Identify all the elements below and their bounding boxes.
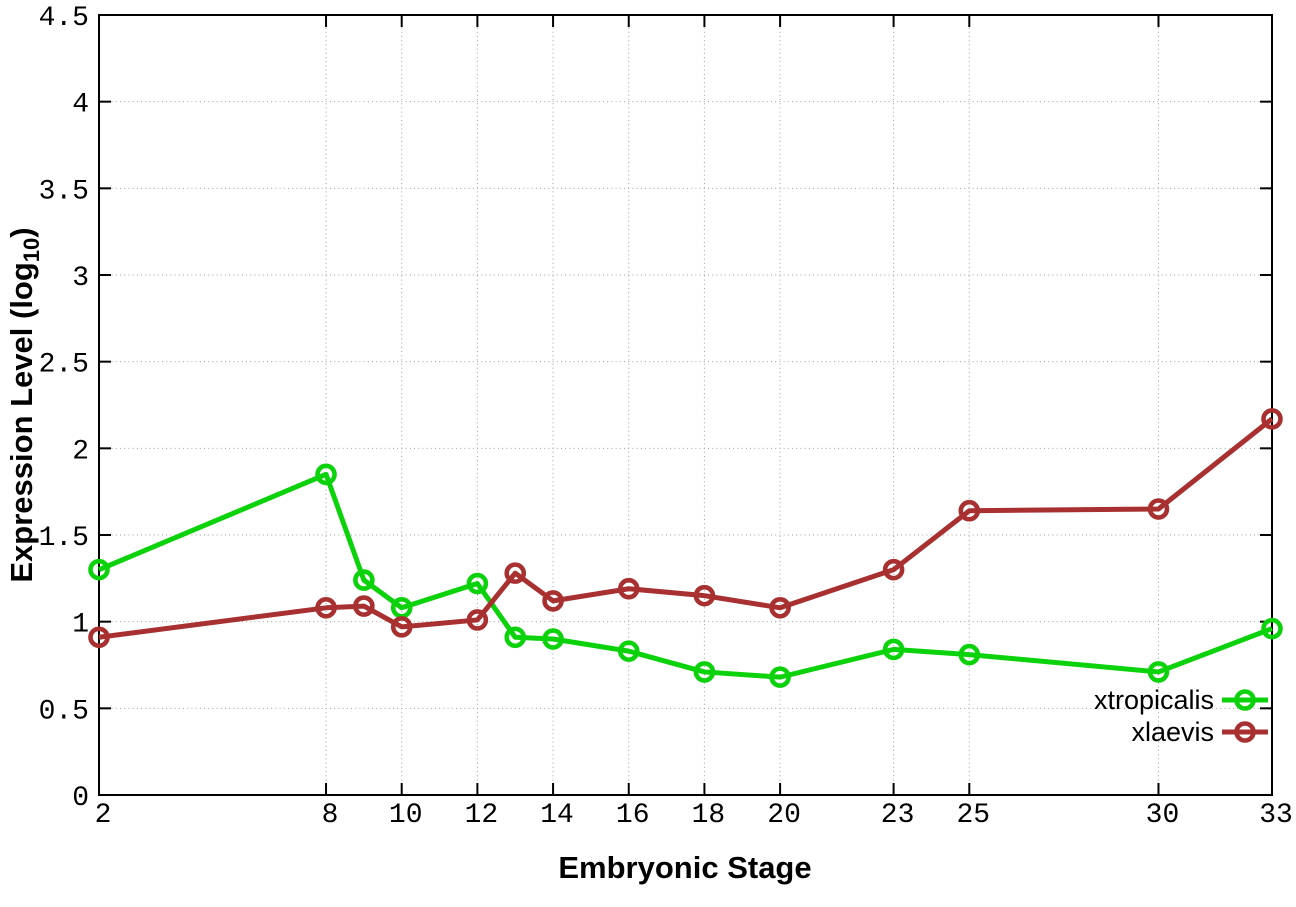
data-point-xlaevis-stage-30 bbox=[1147, 498, 1170, 520]
data-point-xtropicalis-stage-13 bbox=[504, 626, 527, 649]
x-tick-label: 18 bbox=[692, 800, 726, 831]
y-tick-label: 1.5 bbox=[39, 523, 89, 554]
data-point-xtropicalis-stage-25 bbox=[958, 643, 981, 666]
data-point-xlaevis-stage-10 bbox=[390, 616, 413, 638]
data-series bbox=[88, 408, 1283, 688]
y-tick-label: 3.5 bbox=[39, 176, 89, 207]
y-axis-title-base: Expression Level (log bbox=[4, 262, 39, 582]
y-axis-title-suffix: ) bbox=[4, 227, 39, 237]
data-point-xlaevis-stage-12 bbox=[466, 609, 489, 631]
data-point-xtropicalis-stage-14 bbox=[542, 628, 564, 650]
data-point-xlaevis-stage-25 bbox=[958, 499, 981, 522]
data-point-xlaevis-stage-23 bbox=[882, 558, 905, 581]
data-point-xtropicalis-stage-18 bbox=[693, 661, 716, 683]
x-tick-label: 20 bbox=[767, 800, 801, 831]
legend-entry-xlaevis: xlaevis bbox=[1131, 717, 1268, 747]
x-tick-label: 16 bbox=[616, 800, 650, 831]
y-tick-label: 4.5 bbox=[39, 3, 89, 34]
data-point-xlaevis-stage-2 bbox=[88, 626, 110, 649]
data-point-xtropicalis-stage-30 bbox=[1147, 661, 1170, 683]
legend-entry-xtropicalis: xtropicalis bbox=[1094, 685, 1268, 715]
plot-border bbox=[98, 14, 1273, 796]
series-line-xlaevis bbox=[98, 416, 1274, 640]
data-point-xtropicalis-stage-2 bbox=[88, 558, 110, 581]
data-point-xtropicalis-stage-20 bbox=[769, 666, 791, 688]
data-point-xtropicalis-stage-12 bbox=[466, 572, 489, 595]
data-point-xtropicalis-stage-33 bbox=[1261, 617, 1283, 640]
axis-tick-labels: 2 8 10 12 14 16 18 20 23 25 30 33 0 0.5 1 1.5 2 2.5 3 3.5 4 4… bbox=[39, 3, 1293, 831]
data-point-xlaevis-stage-8 bbox=[315, 596, 337, 619]
data-point-xlaevis-stage-20 bbox=[769, 596, 791, 619]
y-tick-label: 2 bbox=[72, 436, 89, 467]
series-xlaevis bbox=[88, 408, 1283, 649]
y-tick-label: 2.5 bbox=[39, 350, 89, 381]
data-point-xtropicalis-stage-8 bbox=[315, 463, 337, 486]
x-axis-title: Embryonic Stage bbox=[558, 850, 811, 885]
series-xtropicalis bbox=[88, 463, 1283, 688]
y-axis-title-subscript: 10 bbox=[19, 238, 44, 262]
data-point-xlaevis-stage-16 bbox=[617, 577, 640, 600]
data-point-xtropicalis-stage-23 bbox=[882, 638, 905, 661]
series-line-xtropicalis bbox=[98, 471, 1273, 680]
y-axis-title: Expression Level (log10) bbox=[4, 227, 44, 582]
data-point-xlaevis-stage-14 bbox=[542, 590, 564, 612]
x-tick-label: 23 bbox=[881, 800, 915, 831]
y-tick-label: 1 bbox=[72, 610, 89, 641]
axis-ticks bbox=[98, 14, 1273, 796]
x-tick-label: 33 bbox=[1259, 800, 1293, 831]
x-tick-label: 8 bbox=[322, 800, 339, 831]
y-tick-label: 0.5 bbox=[39, 696, 89, 727]
x-tick-label: 30 bbox=[1146, 800, 1180, 831]
x-tick-label: 10 bbox=[389, 800, 423, 831]
data-point-xtropicalis-stage-16 bbox=[617, 640, 640, 662]
legend-label-xlaevis: xlaevis bbox=[1131, 717, 1214, 747]
data-point-xlaevis-stage-33 bbox=[1261, 408, 1283, 430]
x-tick-label: 25 bbox=[956, 800, 990, 831]
data-point-xlaevis-stage-9 bbox=[353, 595, 375, 617]
legend-marker-xtropicalis bbox=[1234, 689, 1256, 711]
legend-marker-xlaevis bbox=[1234, 721, 1256, 743]
data-point-xlaevis-stage-13 bbox=[504, 562, 527, 584]
data-point-xlaevis-stage-18 bbox=[693, 584, 716, 607]
x-tick-label: 2 bbox=[95, 800, 112, 831]
y-tick-label: 3 bbox=[72, 263, 89, 294]
x-tick-label: 14 bbox=[540, 800, 574, 831]
gridlines bbox=[99, 15, 1272, 795]
y-tick-label: 0 bbox=[72, 783, 89, 814]
x-tick-label: 12 bbox=[465, 800, 499, 831]
y-tick-label: 4 bbox=[72, 90, 89, 121]
legend-label-xtropicalis: xtropicalis bbox=[1094, 685, 1214, 715]
data-point-xtropicalis-stage-9 bbox=[353, 569, 375, 591]
